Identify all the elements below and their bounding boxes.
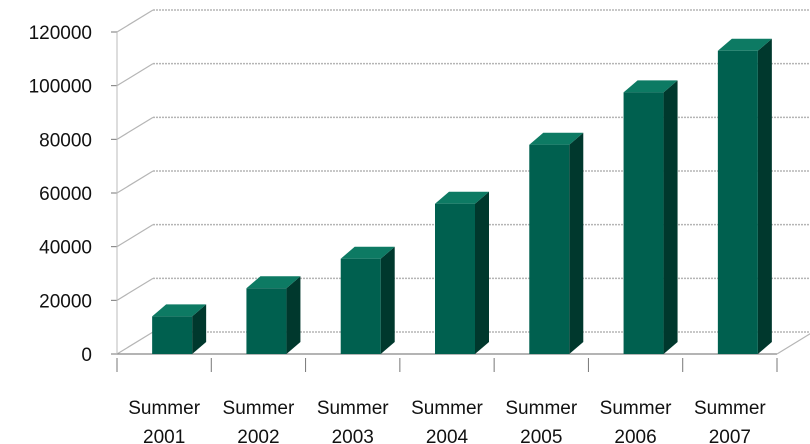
x-category-label: 2003 [332,427,374,444]
bar [246,276,301,354]
bar-front [717,50,758,355]
x-category-label: Summer [600,398,672,419]
bar-front [435,203,475,354]
y-tick-label: 80000 [39,130,92,151]
bar-top [340,246,395,259]
bar-side [757,38,772,355]
x-category-label: Summer [223,398,295,419]
bar [435,191,489,354]
x-category-label: Summer [694,398,766,419]
y-axis-ticks: 0 20000 40000 60000 80000 100000 120000 [29,23,92,366]
x-axis-categories: Summer 2001 Summer 2002 Summer 2003 Summer 2004… [128,398,766,444]
bar-top [623,80,678,93]
x-category-label: 2002 [237,427,279,444]
gridline-depth [116,63,154,87]
x-category-label: Summer [317,398,389,419]
bar-front [340,258,381,354]
bar [623,80,678,354]
y-tick-label: 60000 [39,184,92,205]
y-tick-label: 20000 [39,291,92,312]
bar-front [152,316,193,354]
bar-top [717,38,772,51]
bar-top [435,191,489,204]
y-tick-label: 100000 [29,77,92,98]
bar-side [663,80,678,354]
bar [152,304,207,354]
bar-side [475,191,489,354]
gridline-depth [116,9,154,33]
y-tick-label: 120000 [29,23,92,44]
gridline-depth [116,170,154,194]
x-category-label: 2007 [709,427,751,444]
x-category-label: Summer [411,398,483,419]
y-tick-label: 0 [81,345,92,366]
x-category-label: Summer [128,398,200,419]
x-category-label: 2005 [520,427,562,444]
bar-front [246,288,287,354]
bar-side [380,246,395,354]
x-category-label: Summer [505,398,577,419]
x-category-label: 2004 [426,427,469,444]
bar-front [529,144,570,354]
bar [717,38,772,355]
bar-side [286,276,301,354]
bar-top [152,304,207,317]
bar [340,246,395,354]
bar-top [246,276,301,289]
x-category-label: 2001 [143,427,185,444]
gridline-depth [116,116,154,140]
gridline-depth [116,277,154,301]
bar [529,132,584,354]
bars [152,38,772,355]
gridline-depth [116,224,154,248]
bar-front [623,92,664,354]
gridline-depth [116,331,154,355]
bar-top [529,132,584,145]
bar-side [192,304,207,354]
x-category-label: 2006 [614,427,656,444]
bar-side [569,132,584,354]
y-tick-label: 40000 [39,238,92,259]
floor-right-edge [776,333,810,355]
